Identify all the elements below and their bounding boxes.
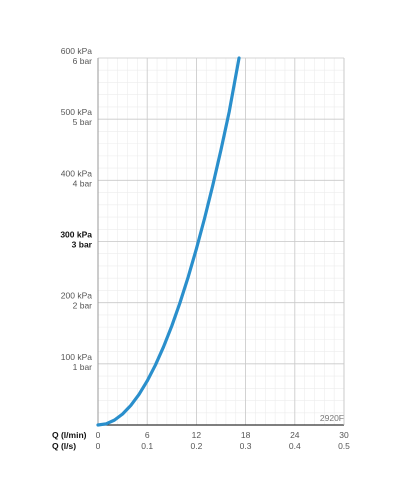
x-tick-label-ls: 0.4 (289, 441, 301, 451)
x-tick-label-ls: 0.5 (338, 441, 350, 451)
x-tick-label-lmin: 18 (241, 430, 251, 440)
x-tick-label-lmin: 0 (96, 430, 101, 440)
x-axis-secondary-name: Q (l/s) (52, 441, 76, 451)
y-tick-label-bar: 6 bar (73, 56, 93, 66)
y-tick-label-bar: 4 bar (73, 178, 93, 188)
code-label: 2920F (320, 413, 344, 423)
y-tick-label-kpa: 600 kPa (61, 46, 92, 56)
x-axis-labels: 0 6 12 18 24 30 0 0.1 0.2 0.3 0.4 0.5 (96, 430, 351, 451)
y-tick-label-kpa: 400 kPa (61, 168, 92, 178)
y-tick-label-bar: 5 bar (73, 117, 93, 127)
y-tick-label-kpa: 100 kPa (61, 352, 92, 362)
x-tick-label-ls: 0 (96, 441, 101, 451)
x-tick-label-ls: 0.3 (240, 441, 252, 451)
x-tick-label-lmin: 30 (339, 430, 349, 440)
x-tick-label-lmin: 24 (290, 430, 300, 440)
series-line (96, 56, 241, 427)
x-axis-primary-name: Q (l/min) (52, 430, 87, 440)
y-tick-label-kpa: 300 kPa (60, 230, 92, 240)
x-tick-label-lmin: 6 (145, 430, 150, 440)
y-tick-label-bar: 3 bar (72, 240, 93, 250)
series-layer (96, 56, 241, 427)
y-tick-label-kpa: 500 kPa (61, 107, 92, 117)
x-tick-label-lmin: 12 (192, 430, 202, 440)
major-grid (97, 57, 345, 425)
y-tick-label-kpa: 200 kPa (61, 291, 92, 301)
y-tick-label-bar: 2 bar (73, 301, 93, 311)
axes (97, 58, 345, 426)
x-tick-label-ls: 0.1 (141, 441, 153, 451)
x-tick-label-ls: 0.2 (190, 441, 202, 451)
y-tick-label-bar: 1 bar (73, 362, 93, 372)
